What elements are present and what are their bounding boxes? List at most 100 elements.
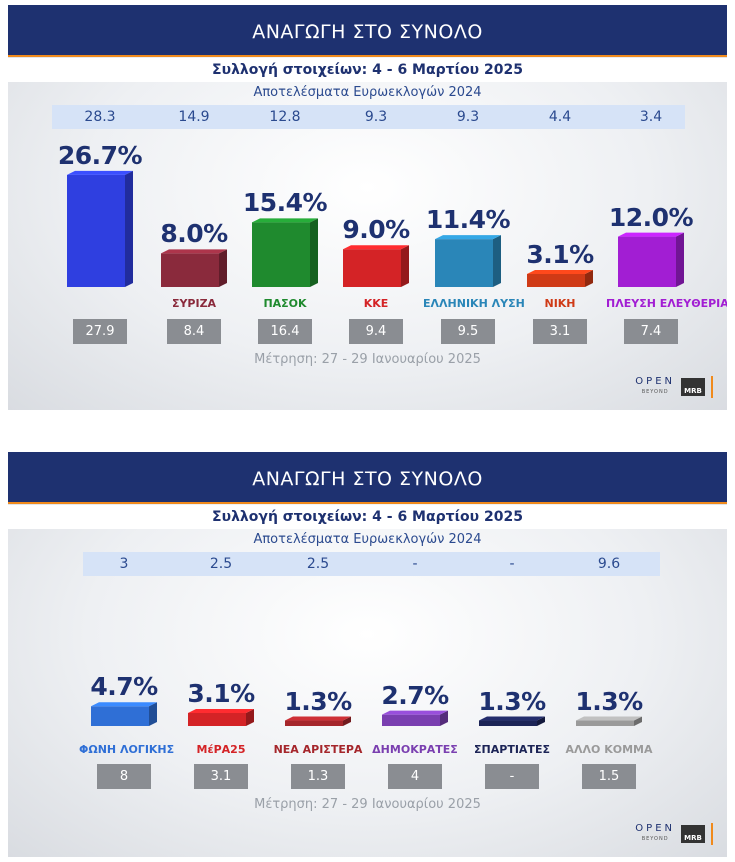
bar [252,222,310,287]
previous-value: 9.5 [441,319,495,344]
eu-result-value: 28.3 [84,109,116,125]
bar-top [435,235,501,240]
eu-result-value: - [509,556,515,572]
bar-side [401,245,409,287]
bars-layer [67,170,684,287]
eu-result-value: - [412,556,418,572]
measurement-label: Μέτρηση: 27 - 29 Ιανουαρίου 2025 [254,352,481,367]
party-logo: ΣΠΑΡΤΙΑΤΕΣ [474,743,550,756]
bar [285,720,343,726]
bar-side [149,702,157,726]
mrb-logo: MRB [681,378,705,396]
bar-side [219,249,227,287]
bar-side [343,716,351,726]
chart-panel-1: ΑΝΑΓΩΓΗ ΣΤΟ ΣΥΝΟΛΟ Συλλογή στοιχείων: 4 … [8,5,727,410]
eu-result-value: 3.4 [639,109,663,125]
eu-result-value: 4.4 [548,109,572,125]
mrb-logo: MRB [681,825,705,843]
party-logo: ΚΚΕ [363,297,389,310]
bar [343,249,401,287]
bar-side [493,235,501,287]
previous-value: 4 [388,764,442,789]
previous-value: 8 [97,764,151,789]
previous-value: 8.4 [167,319,221,344]
bars-layer [91,702,642,726]
bar [382,714,440,726]
brand-accent [711,823,713,845]
bar-side [246,708,254,726]
bar-top [91,702,157,707]
eu-results-row [83,552,660,576]
eu-results-row [52,105,685,129]
previous-value: 3.1 [533,319,587,344]
previous-value: - [485,764,539,789]
bar-side [310,218,318,287]
bar-top [527,269,593,274]
bar [576,720,634,726]
eu-result-value: 2.5 [306,556,330,572]
open-logo: OPEN BEYOND [635,823,675,843]
bar [67,174,125,287]
eu-result-value: 9.3 [456,109,480,125]
previous-value: 1.3 [291,764,345,789]
eu-result-value: 2.5 [209,556,233,572]
eu-result-value: 9.6 [597,556,621,572]
accent-divider [8,55,727,57]
previous-value: 7.4 [624,319,678,344]
party-logo: ΦΩΝΗ ΛΟΓΙΚΗΣ [79,743,175,756]
party-logo: ΝΕΑ ΑΡΙΣΤΕΡΑ [273,743,363,756]
bar-value-label: 1.3% [575,686,643,716]
chart-title: ΑΝΑΓΩΓΗ ΣΤΟ ΣΥΝΟΛΟ [252,468,483,490]
bar-value-label: 15.4% [242,188,328,218]
bar [527,273,585,287]
party-logo: ΠΑΣΟΚ [263,297,307,310]
open-logo: OPEN BEYOND [635,376,675,396]
party-logo [55,293,145,315]
bar [479,720,537,726]
eu-result-value: 3 [119,556,129,572]
bar-value-label: 8.0% [160,219,228,249]
previous-value: 27.9 [73,319,127,344]
bar-top [382,710,448,715]
header-bar: ΑΝΑΓΩΓΗ ΣΤΟ ΣΥΝΟΛΟ [8,5,727,55]
accent-divider [8,502,727,504]
brand-accent [711,376,713,398]
chart-subtitle: Συλλογή στοιχείων: 4 - 6 Μαρτίου 2025 [8,58,727,82]
party-logo: ΠΛΕΥΣΗ ΕΛΕΥΘΕΡΙΑΣ [606,297,727,310]
bar-top [343,245,409,250]
header-bar: ΑΝΑΓΩΓΗ ΣΤΟ ΣΥΝΟΛΟ [8,452,727,502]
bar-top [67,170,133,175]
bar-side [676,232,684,287]
bar-side [440,710,448,726]
chart-panel-2: ΑΝΑΓΩΓΗ ΣΤΟ ΣΥΝΟΛΟ Συλλογή στοιχείων: 4 … [8,452,727,857]
bar-value-label: 3.1% [187,678,255,708]
bar [618,236,676,287]
bar [435,239,493,287]
eu-results-label: Αποτελέσματα Ευρωεκλογών 2024 [253,85,482,100]
chart-title: ΑΝΑΓΩΓΗ ΣΤΟ ΣΥΝΟΛΟ [252,21,483,43]
eu-result-value: 9.3 [364,109,388,125]
bar-top [285,716,351,721]
bar-value-label: 2.7% [381,680,449,710]
bar-value-label: 1.3% [478,686,546,716]
bar-value-label: 1.3% [284,686,352,716]
bar-value-label: 9.0% [342,215,410,245]
bar-top [252,218,318,223]
party-logo: ΣΥΡΙΖΑ [171,297,217,310]
previous-value: 9.4 [349,319,403,344]
bar-top [161,249,227,254]
bar-value-label: 4.7% [90,672,158,702]
measurement-label: Μέτρηση: 27 - 29 Ιανουαρίου 2025 [254,797,481,812]
brand-logos: OPEN BEYOND MRB [635,376,713,402]
bar-value-label: 11.4% [425,205,511,235]
bar-top [188,708,254,713]
party-logo: ΑΛΛΟ ΚΟΜΜΑ [565,743,653,756]
bar-top [479,716,545,721]
bar-side [537,716,545,726]
previous-value: 3.1 [194,764,248,789]
party-logo: ΝΙΚΗ [544,297,576,310]
bar-side [585,269,593,287]
party-logo: ΕΛΛΗΝΙΚΗ ΛΥΣΗ [423,297,525,310]
eu-results-label: Αποτελέσματα Ευρωεκλογών 2024 [253,532,482,547]
eu-result-value: 12.8 [269,109,301,125]
